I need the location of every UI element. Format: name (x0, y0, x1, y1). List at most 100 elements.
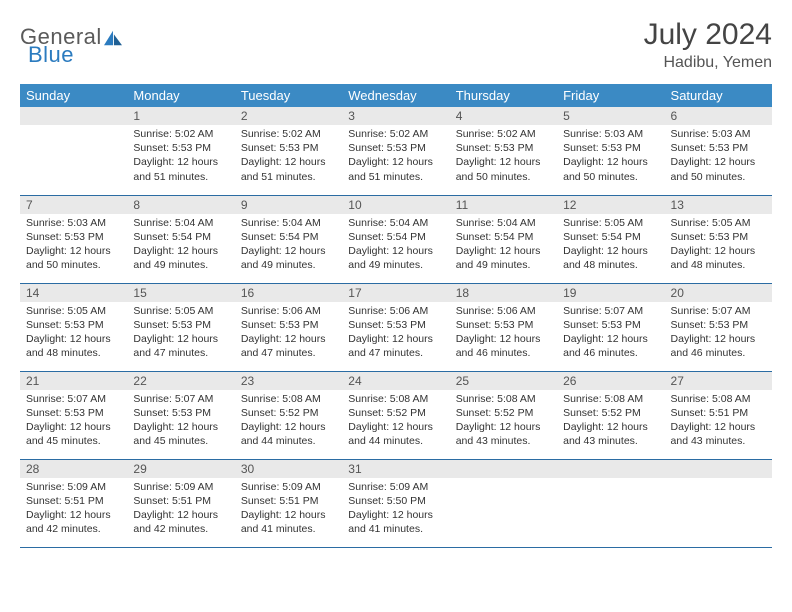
sunrise-line: Sunrise: 5:06 AM (241, 305, 321, 317)
calendar-cell: 1Sunrise: 5:02 AMSunset: 5:53 PMDaylight… (127, 107, 234, 195)
sunset-line: Sunset: 5:53 PM (456, 319, 534, 331)
day-number: 18 (450, 284, 557, 302)
calendar-cell: 20Sunrise: 5:07 AMSunset: 5:53 PMDayligh… (665, 283, 772, 371)
day-number: 13 (665, 196, 772, 214)
calendar-cell: 13Sunrise: 5:05 AMSunset: 5:53 PMDayligh… (665, 195, 772, 283)
day-number: 1 (127, 107, 234, 125)
sunrise-line: Sunrise: 5:08 AM (241, 393, 321, 405)
day-number: 10 (342, 196, 449, 214)
day-number: 12 (557, 196, 664, 214)
day-number: 8 (127, 196, 234, 214)
calendar-cell: 22Sunrise: 5:07 AMSunset: 5:53 PMDayligh… (127, 371, 234, 459)
sunrise-line: Sunrise: 5:05 AM (26, 305, 106, 317)
calendar-table: SundayMondayTuesdayWednesdayThursdayFrid… (20, 84, 772, 548)
sunset-line: Sunset: 5:53 PM (133, 142, 211, 154)
sunrise-line: Sunrise: 5:04 AM (133, 217, 213, 229)
day-number: 24 (342, 372, 449, 390)
daylight-line: Daylight: 12 hours and 47 minutes. (241, 333, 326, 359)
calendar-cell: 7Sunrise: 5:03 AMSunset: 5:53 PMDaylight… (20, 195, 127, 283)
calendar-cell: 18Sunrise: 5:06 AMSunset: 5:53 PMDayligh… (450, 283, 557, 371)
day-details: Sunrise: 5:05 AMSunset: 5:54 PMDaylight:… (557, 214, 664, 277)
calendar-cell: 10Sunrise: 5:04 AMSunset: 5:54 PMDayligh… (342, 195, 449, 283)
calendar-cell: 19Sunrise: 5:07 AMSunset: 5:53 PMDayligh… (557, 283, 664, 371)
daylight-line: Daylight: 12 hours and 43 minutes. (671, 421, 756, 447)
calendar-cell: 27 Sunrise: 5:08 AM Sunset: 5:51 PM Dayligh… (665, 371, 772, 459)
daylight-line: Daylight: 12 hours and 41 minutes. (241, 509, 326, 535)
daylight-line: Daylight: 12 hours and 50 minutes. (456, 156, 541, 182)
header: General July 2024 Hadibu, Yemen (20, 18, 772, 72)
sunrise-line: Sunrise: 5:07 AM (26, 393, 106, 405)
day-number: 14 (20, 284, 127, 302)
calendar-cell (557, 459, 664, 547)
sunrise-line: Sunrise: 5:08 AM (348, 393, 428, 405)
sunset-line: Sunset: 5:53 PM (133, 319, 211, 331)
calendar-header-row: SundayMondayTuesdayWednesdayThursdayFrid… (20, 84, 772, 107)
daylight-line: Daylight: 12 hours and 51 minutes. (241, 156, 326, 182)
sail-icon (102, 29, 124, 47)
day-number: 31 (342, 460, 449, 478)
calendar-cell: 16Sunrise: 5:06 AMSunset: 5:53 PMDayligh… (235, 283, 342, 371)
day-details: Sunrise: 5:04 AMSunset: 5:54 PMDaylight:… (235, 214, 342, 277)
day-details: Sunrise: 5:03 AMSunset: 5:53 PMDaylight:… (665, 125, 772, 188)
sunrise-line: Sunrise: 5:06 AM (456, 305, 536, 317)
calendar-cell: 9Sunrise: 5:04 AMSunset: 5:54 PMDaylight… (235, 195, 342, 283)
daylight-line: Daylight: 12 hours and 43 minutes. (456, 421, 541, 447)
sunrise-line: Sunrise: 5:09 AM (348, 481, 428, 493)
sunset-line: Sunset: 5:51 PM (671, 407, 749, 419)
sunset-line: Sunset: 5:54 PM (456, 231, 534, 243)
daylight-line: Daylight: 12 hours and 50 minutes. (26, 245, 111, 271)
day-details: Sunrise: 5:09 AMSunset: 5:51 PMDaylight:… (127, 478, 234, 541)
sunrise-line: Sunrise: 5:04 AM (241, 217, 321, 229)
sunset-line: Sunset: 5:54 PM (133, 231, 211, 243)
day-number: 5 (557, 107, 664, 125)
calendar-cell: 11Sunrise: 5:04 AMSunset: 5:54 PMDayligh… (450, 195, 557, 283)
day-number: 27 (665, 372, 772, 390)
calendar-week-row: 28Sunrise: 5:09 AMSunset: 5:51 PMDayligh… (20, 459, 772, 547)
sunrise-line: Sunrise: 5:08 AM (671, 393, 751, 405)
day-details: Sunrise: 5:07 AMSunset: 5:53 PMDaylight:… (557, 302, 664, 365)
sunrise-line: Sunrise: 5:02 AM (348, 128, 428, 140)
day-number: 16 (235, 284, 342, 302)
brand-name-b-wrap: Blue (28, 42, 74, 68)
day-details: Sunrise: 5:09 AMSunset: 5:51 PMDaylight:… (20, 478, 127, 541)
daylight-line: Daylight: 12 hours and 48 minutes. (563, 245, 648, 271)
sunrise-line: Sunrise: 5:02 AM (241, 128, 321, 140)
calendar-cell: 23Sunrise: 5:08 AMSunset: 5:52 PMDayligh… (235, 371, 342, 459)
daylight-line: Daylight: 12 hours and 51 minutes. (133, 156, 218, 182)
day-details: Sunrise: 5:04 AMSunset: 5:54 PMDaylight:… (342, 214, 449, 277)
sunset-line: Sunset: 5:50 PM (348, 495, 426, 507)
month-title: July 2024 (644, 18, 772, 52)
sunset-line: Sunset: 5:54 PM (563, 231, 641, 243)
sunset-line: Sunset: 5:51 PM (26, 495, 104, 507)
day-number: 20 (665, 284, 772, 302)
calendar-cell: 28Sunrise: 5:09 AMSunset: 5:51 PMDayligh… (20, 459, 127, 547)
sunset-line: Sunset: 5:52 PM (348, 407, 426, 419)
sunrise-line: Sunrise: 5:05 AM (133, 305, 213, 317)
weekday-header: Tuesday (235, 84, 342, 107)
calendar-cell: 31Sunrise: 5:09 AMSunset: 5:50 PMDayligh… (342, 459, 449, 547)
calendar-body: 1 Sunrise: 5:02 AM Sunset: 5:53 PM Daylight… (20, 107, 772, 547)
day-details: Sunrise: 5:08 AMSunset: 5:52 PMDaylight:… (557, 390, 664, 453)
calendar-cell (450, 459, 557, 547)
location-label: Hadibu, Yemen (644, 54, 772, 72)
calendar-cell: 24Sunrise: 5:08 AMSunset: 5:52 PMDayligh… (342, 371, 449, 459)
calendar-cell: 6Sunrise: 5:03 AMSunset: 5:53 PMDaylight… (665, 107, 772, 195)
day-details: Sunrise: 5:08 AM Sunset: 5:51 PM Daylight:… (665, 390, 772, 453)
calendar-week-row: 7Sunrise: 5:03 AMSunset: 5:53 PMDaylight… (20, 195, 772, 283)
sunrise-line: Sunrise: 5:03 AM (671, 128, 751, 140)
sunset-line: Sunset: 5:52 PM (563, 407, 641, 419)
calendar-cell: 30Sunrise: 5:09 AMSunset: 5:51 PMDayligh… (235, 459, 342, 547)
weekday-header: Wednesday (342, 84, 449, 107)
day-details: Sunrise: 5:06 AMSunset: 5:53 PMDaylight:… (235, 302, 342, 365)
daylight-line: Daylight: 12 hours and 50 minutes. (671, 156, 756, 182)
calendar-cell: 17Sunrise: 5:06 AMSunset: 5:53 PMDayligh… (342, 283, 449, 371)
sunrise-line: Sunrise: 5:08 AM (456, 393, 536, 405)
calendar-week-row: 21Sunrise: 5:07 AMSunset: 5:53 PMDayligh… (20, 371, 772, 459)
day-details: Sunrise: 5:08 AMSunset: 5:52 PMDaylight:… (342, 390, 449, 453)
day-number: 6 (665, 107, 772, 125)
daylight-line: Daylight: 12 hours and 46 minutes. (671, 333, 756, 359)
day-details: Sunrise: 5:09 AMSunset: 5:51 PMDaylight:… (235, 478, 342, 541)
day-number: 7 (20, 196, 127, 214)
sunrise-line: Sunrise: 5:04 AM (348, 217, 428, 229)
sunrise-line: Sunrise: 5:09 AM (241, 481, 321, 493)
